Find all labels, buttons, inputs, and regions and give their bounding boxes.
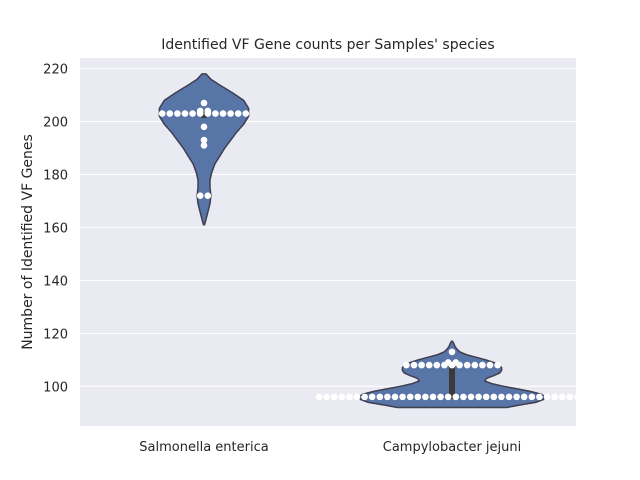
data-point — [460, 393, 467, 401]
data-point — [574, 393, 581, 401]
data-point — [204, 107, 212, 115]
data-point — [315, 393, 323, 401]
data-point — [422, 393, 429, 401]
data-point — [452, 393, 460, 401]
y-tick-labels: 100 120 140 160 180 200 220 — [43, 63, 68, 396]
data-point — [444, 393, 452, 401]
data-point — [479, 361, 486, 369]
data-point — [437, 393, 444, 401]
violin — [158, 73, 250, 226]
data-point — [418, 361, 425, 369]
data-point — [200, 136, 208, 144]
data-point — [399, 393, 406, 401]
data-point — [551, 393, 558, 401]
data-point — [482, 393, 490, 401]
data-point — [403, 361, 410, 369]
data-point — [425, 361, 433, 369]
data-point — [200, 123, 208, 131]
data-point — [242, 110, 250, 117]
data-point — [361, 393, 368, 401]
data-point — [158, 110, 166, 117]
data-point — [196, 107, 204, 115]
data-point — [384, 393, 391, 401]
data-point — [212, 110, 219, 117]
data-point — [486, 361, 494, 369]
data-point — [338, 393, 346, 401]
x-tick-label: Campylobacter jejuni — [383, 440, 521, 455]
y-tick-label: 100 — [43, 380, 68, 395]
data-point — [189, 110, 196, 117]
data-point — [528, 393, 536, 401]
x-tick-labels: Salmonella enterica Campylobacter jejuni — [139, 440, 521, 455]
y-tick-label: 220 — [43, 63, 68, 78]
data-point — [323, 393, 330, 401]
data-point — [581, 393, 589, 401]
box-median — [202, 111, 206, 116]
data-point — [566, 393, 574, 401]
data-point — [467, 393, 475, 401]
data-point — [429, 393, 437, 401]
data-point — [490, 393, 498, 401]
y-tick-label: 180 — [43, 168, 68, 183]
data-point — [471, 361, 479, 369]
boxes — [201, 111, 455, 399]
data-point — [353, 393, 361, 401]
x-tick-label: Salmonella enterica — [139, 440, 268, 455]
data-point — [166, 110, 174, 117]
data-point — [410, 361, 418, 369]
data-point — [444, 359, 452, 366]
data-point — [433, 361, 441, 369]
data-point — [520, 393, 528, 401]
data-point — [414, 393, 422, 401]
data-point — [376, 393, 384, 401]
data-point — [448, 348, 456, 356]
chart-title: Identified VF Gene counts per Samples' s… — [161, 37, 494, 53]
y-axis-label: Number of Identified VF Genes — [20, 134, 36, 350]
data-point — [452, 359, 460, 366]
data-point — [543, 393, 551, 401]
data-point — [174, 110, 181, 117]
box-iqr — [449, 364, 455, 398]
data-point — [494, 361, 501, 369]
data-point — [505, 393, 513, 401]
data-point — [181, 110, 189, 117]
data-point — [227, 110, 234, 117]
data-point — [498, 393, 505, 401]
data-point — [200, 99, 208, 107]
box-median — [450, 394, 454, 399]
data-point — [234, 110, 242, 117]
data-point — [558, 393, 566, 401]
y-tick-label: 160 — [43, 221, 68, 236]
data-point — [346, 393, 353, 401]
y-tick-label: 200 — [43, 116, 68, 131]
data-point — [406, 393, 414, 401]
points — [158, 99, 589, 401]
y-tick-label: 120 — [43, 327, 68, 342]
data-point — [330, 393, 338, 401]
data-point — [391, 393, 399, 401]
data-point — [463, 361, 471, 369]
data-point — [475, 393, 482, 401]
data-point — [204, 192, 212, 199]
data-point — [513, 393, 520, 401]
y-tick-label: 140 — [43, 274, 68, 289]
data-point — [196, 192, 204, 199]
data-point — [219, 110, 227, 117]
data-point — [200, 142, 208, 149]
data-point — [368, 393, 376, 401]
data-point — [536, 393, 543, 401]
